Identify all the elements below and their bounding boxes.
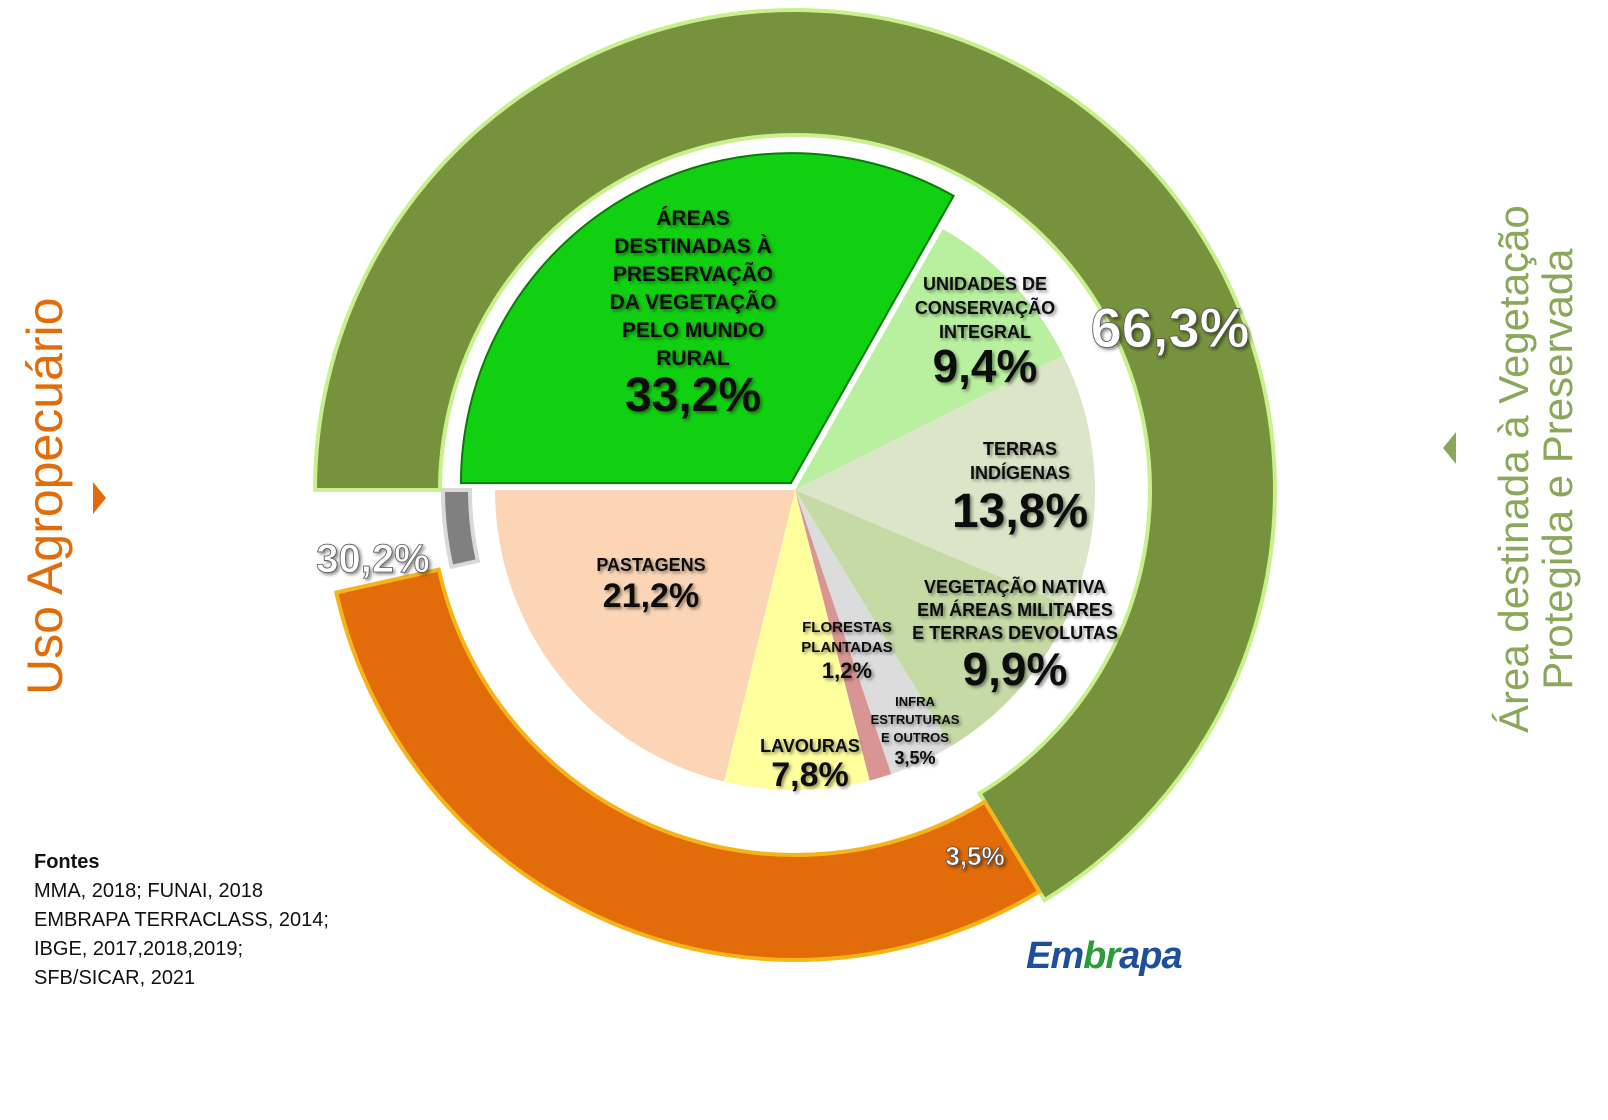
right-arrow-icon: [1443, 432, 1456, 464]
inner-slice-vn: [795, 490, 1072, 747]
right-label-line-2: Protegida e Preservada: [1534, 248, 1581, 690]
slice-labels: ÁREAS DESTINADAS À PRESERVAÇÃO DA VEGETAÇÃO…: [316, 207, 1250, 871]
inner-slice-pastagens: [495, 490, 795, 782]
outer-slice-other: [440, 488, 481, 570]
slice-value-rural: 33,2%: [625, 369, 761, 422]
left-axis-label: Uso Agropecuário: [16, 297, 73, 695]
source-line: SFB/SICAR, 2021: [34, 967, 196, 989]
inner-slice-lavouras: [724, 490, 870, 790]
inner-slice-infra: [795, 490, 951, 775]
slice-value-vn: 9,9%: [963, 643, 1068, 695]
outer-label-other: 3,5%: [945, 841, 1004, 871]
slice-label-vn: VEGETAÇÃO NATIVA EM ÁREAS MILITARES E TERR…: [912, 576, 1118, 643]
inner-slice-florestas: [795, 490, 892, 781]
slice-value-lavouras: 7,8%: [771, 756, 849, 794]
inner-slice-ti: [795, 355, 1095, 608]
left-arrow-icon: [93, 482, 106, 514]
slice-value-pastagens: 21,2%: [603, 577, 699, 615]
inner-pie: [459, 152, 1095, 790]
slice-value-uc: 9,4%: [933, 340, 1038, 392]
outer-slice-protected: [312, 8, 1277, 903]
slice-value-ti: 13,8%: [952, 485, 1088, 538]
inner-slice-rural: [459, 152, 955, 485]
slice-label-rural: ÁREAS DESTINADAS À PRESERVAÇÃO DA VEGETAÇÃO…: [610, 207, 777, 370]
right-label-line-1: Área destinada à Vegetação: [1489, 205, 1537, 733]
outer-slice-agro: [333, 567, 1043, 962]
inner-slice-uc: [795, 228, 1064, 490]
slice-value-infra: 3,5%: [894, 748, 935, 768]
source-line: EMBRAPA TERRACLASS, 2014;: [34, 909, 329, 931]
slice-label-uc: UNIDADES DE CONSERVAÇÃO INTEGRAL: [915, 274, 1055, 342]
outer-label-protected: 66,3%: [1091, 296, 1250, 359]
source-line: IBGE, 2017,2018,2019;: [34, 938, 244, 960]
slice-label-ti: TERRAS INDÍGENAS: [970, 439, 1070, 483]
slice-label-lavouras: LAVOURAS: [760, 736, 860, 756]
sources-block: Fontes MMA, 2018; FUNAI, 2018 EMBRAPA TE…: [34, 848, 329, 993]
sources-title: Fontes: [34, 851, 100, 873]
outer-ring: [312, 8, 1277, 962]
embrapa-logo: Embrapa: [1026, 935, 1183, 977]
slice-label-infra: INFRA ESTRUTURAS E OUTROS: [871, 694, 960, 745]
slice-value-florestas: 1,2%: [822, 658, 872, 683]
outer-label-agro: 30,2%: [316, 537, 429, 581]
slice-label-pastagens: PASTAGENS: [596, 555, 705, 575]
source-line: MMA, 2018; FUNAI, 2018: [34, 880, 263, 902]
right-axis-label: Área destinada à Vegetação Protegida e P…: [1489, 139, 1581, 799]
slice-label-florestas: FLORESTAS PLANTADAS: [801, 619, 892, 656]
